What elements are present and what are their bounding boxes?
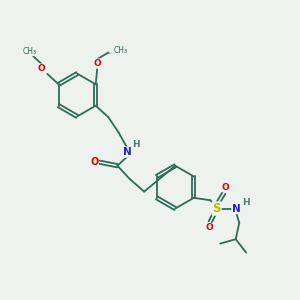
Text: O: O <box>38 64 45 73</box>
Text: CH₃: CH₃ <box>113 46 128 55</box>
Text: CH₃: CH₃ <box>22 47 37 56</box>
Text: methoxy: methoxy <box>109 53 115 54</box>
Text: O: O <box>205 224 213 232</box>
Text: S: S <box>212 202 221 215</box>
Text: O: O <box>221 183 229 192</box>
Text: H: H <box>243 198 250 207</box>
Text: O: O <box>90 157 98 166</box>
Text: O: O <box>94 59 102 68</box>
Text: H: H <box>133 140 140 149</box>
Text: N: N <box>122 147 131 157</box>
Text: N: N <box>232 204 241 214</box>
